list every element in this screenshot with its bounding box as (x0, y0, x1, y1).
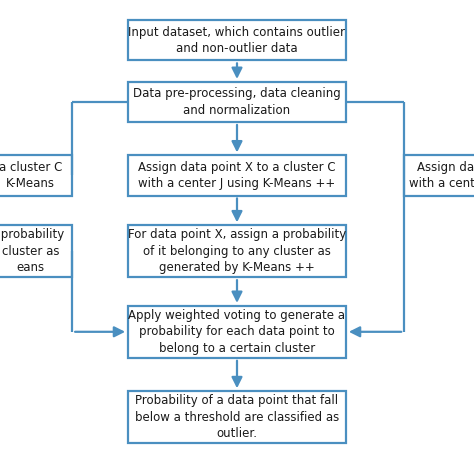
FancyBboxPatch shape (128, 391, 346, 443)
Text: a cluster C
K-Means: a cluster C K-Means (0, 161, 63, 190)
Text: Input dataset, which contains outlier
and non-outlier data: Input dataset, which contains outlier an… (128, 26, 346, 55)
FancyBboxPatch shape (128, 155, 346, 195)
FancyBboxPatch shape (0, 155, 72, 195)
Text: probability
cluster as
eans: probability cluster as eans (0, 228, 64, 274)
Text: Probability of a data point that fall
below a threshold are classified as
outlie: Probability of a data point that fall be… (135, 394, 339, 440)
FancyBboxPatch shape (404, 155, 474, 195)
FancyBboxPatch shape (128, 225, 346, 277)
FancyBboxPatch shape (128, 306, 346, 358)
Text: Data pre-processing, data cleaning
and normalization: Data pre-processing, data cleaning and n… (133, 87, 341, 117)
Text: For data point X, assign a probability
of it belonging to any cluster as
generat: For data point X, assign a probability o… (128, 228, 346, 274)
Text: Apply weighted voting to generate a
probability for each data point to
belong to: Apply weighted voting to generate a prob… (128, 309, 346, 355)
Text: Assign data point X to a cluster C
with a center J using K-Means ++: Assign data point X to a cluster C with … (138, 161, 336, 190)
FancyBboxPatch shape (0, 225, 72, 277)
FancyBboxPatch shape (128, 20, 346, 61)
FancyBboxPatch shape (128, 82, 346, 122)
Text: Assign da
with a cente: Assign da with a cente (409, 161, 474, 190)
